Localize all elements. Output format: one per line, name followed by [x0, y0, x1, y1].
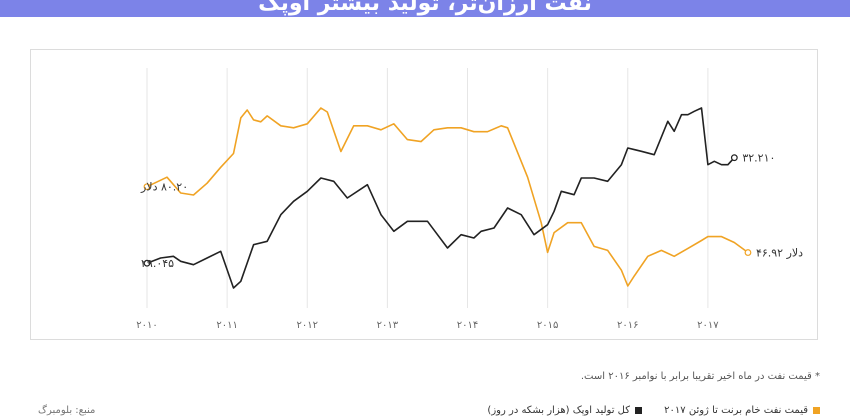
- series-line-0: [146, 107, 749, 287]
- start-value-label: ۲۹.۰۴۵: [141, 257, 174, 270]
- start-marker-1: [143, 259, 151, 267]
- end-value-label: ۳۲.۲۱۰: [742, 152, 775, 165]
- x-tick-label: ۲۰۱۳: [377, 320, 399, 331]
- legend-item-oil: قیمت نفت خام برنت تا ژوئن ۲۰۱۷: [664, 405, 820, 416]
- footnote: * قیمت نفت در ماه اخیر تقریبا برابر با ن…: [580, 371, 820, 382]
- start-value-label: ۸۰.۲۰ دلار: [140, 181, 188, 194]
- x-tick-label: ۲۰۱۱: [216, 320, 237, 331]
- x-tick-label: ۲۰۱۶: [617, 320, 638, 331]
- legend-label-oil: قیمت نفت خام برنت تا ژوئن ۲۰۱۷: [664, 405, 808, 416]
- x-tick-label: ۲۰۱۵: [537, 320, 558, 331]
- legend-item-opec: کل تولید اوپک (هزار بشکه در روز): [487, 405, 642, 416]
- x-tick-label: ۲۰۱۴: [457, 320, 478, 331]
- end-marker-1: [730, 154, 738, 162]
- x-tick-label: ۲۰۱۲: [297, 320, 318, 331]
- x-tick-label: ۲۰۱۰: [136, 320, 157, 331]
- legend-label-opec: کل تولید اوپک (هزار بشکه در روز): [487, 405, 630, 416]
- header-banner: نفت ارزان‌تر، تولید بیشتر اوپک: [0, 0, 850, 17]
- source-note: منبع: بلومبرگ: [38, 405, 96, 416]
- series-line-1: [146, 107, 735, 289]
- x-tick-label: ۲۰۱۷: [697, 320, 719, 331]
- legend-swatch-oil: [813, 407, 820, 414]
- end-marker-0: [744, 249, 752, 256]
- start-marker-0: [143, 183, 151, 191]
- end-value-label: ۴۶.۹۲ دلار: [756, 247, 803, 260]
- chart-container: ۲۰۱۰ ۲۰۱۱ ۲۰۱۲ ۲۰۱۳ ۲۰۱۴ ۲۰۱۵ ۲۰۱۶ ۲۰۱۷ ۸۰.۲۰ دل…: [30, 49, 818, 340]
- legend-swatch-opec: [635, 407, 642, 414]
- page-title: نفت ارزان‌تر، تولید بیشتر اوپک: [258, 0, 592, 16]
- line-chart: ۲۰۱۰ ۲۰۱۱ ۲۰۱۲ ۲۰۱۳ ۲۰۱۴ ۲۰۱۵ ۲۰۱۶ ۲۰۱۷ ۸۰.۲۰ دل…: [136, 68, 803, 331]
